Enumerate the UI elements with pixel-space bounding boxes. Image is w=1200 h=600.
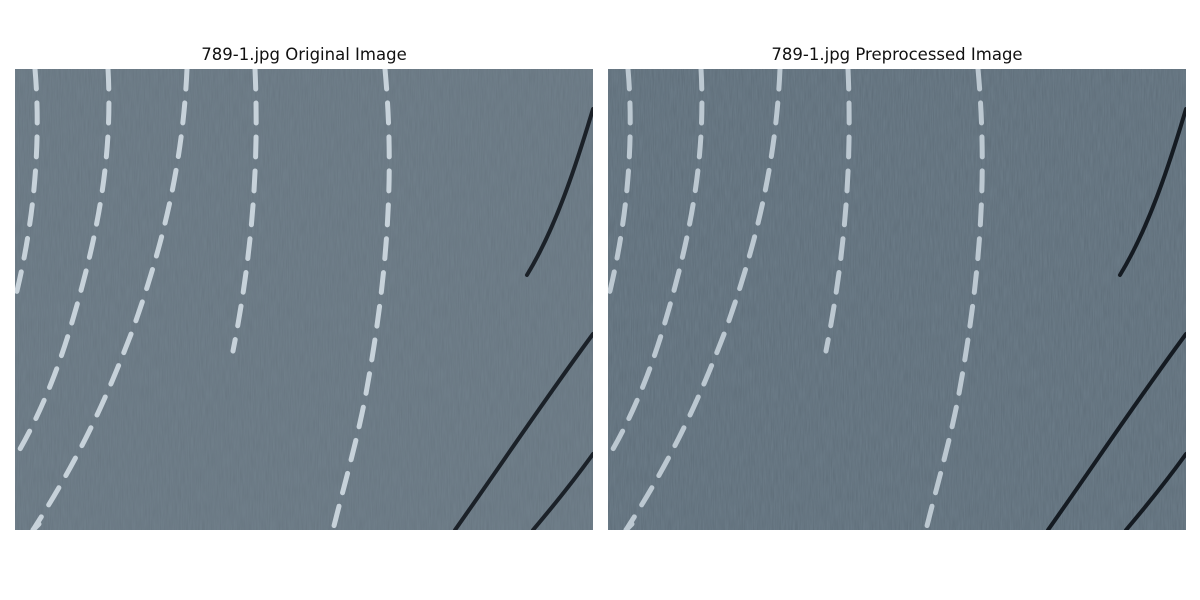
original-image-panel: 789-1.jpg Original Image bbox=[15, 0, 593, 600]
original-image bbox=[15, 69, 593, 530]
preprocessed-image-panel: 789-1.jpg Preprocessed Image bbox=[608, 0, 1186, 600]
preprocessed-image-title: 789-1.jpg Preprocessed Image bbox=[771, 45, 1023, 64]
original-image-title: 789-1.jpg Original Image bbox=[201, 45, 407, 64]
fabric-photo-original bbox=[15, 69, 593, 530]
fabric-photo-preprocessed bbox=[608, 69, 1186, 530]
preprocessed-image bbox=[608, 69, 1186, 530]
